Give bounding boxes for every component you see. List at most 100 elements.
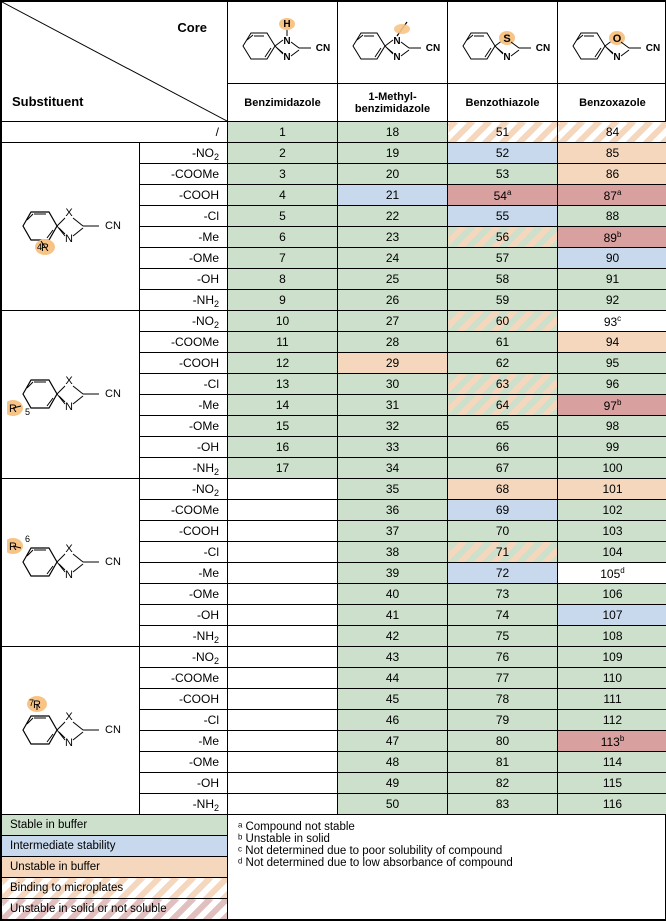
value-cell: 114 <box>558 752 666 773</box>
value-cell: 105d <box>558 563 666 584</box>
legend-swatch: Stable in buffer <box>2 815 228 836</box>
substituent-label: -Cl <box>140 206 228 227</box>
value-cell: 63 <box>448 374 558 395</box>
svg-text:S: S <box>503 33 510 45</box>
value-cell: 100 <box>558 458 666 479</box>
value-cell: 82 <box>448 773 558 794</box>
substituent-label: -COOMe <box>140 164 228 185</box>
value-cell: 107 <box>558 605 666 626</box>
value-cell: 49 <box>338 773 448 794</box>
value-cell: 115 <box>558 773 666 794</box>
substituent-label: -NH2 <box>140 626 228 647</box>
value-cell: 116 <box>558 794 666 815</box>
table-row: X N CN 5 R -NO210276093c <box>2 311 666 332</box>
substituent-label: -OMe <box>140 584 228 605</box>
substituent-label: -COOMe <box>140 500 228 521</box>
core-label-2: Benzothiazole <box>448 84 558 122</box>
value-cell: 9 <box>228 290 338 311</box>
sar-table: Core Substituent H N N CN <box>0 0 666 921</box>
value-cell: 113b <box>558 731 666 752</box>
value-cell: 71 <box>448 542 558 563</box>
value-cell: 5 <box>228 206 338 227</box>
value-cell: 76 <box>448 647 558 668</box>
value-cell: 75 <box>448 626 558 647</box>
value-cell: 22 <box>338 206 448 227</box>
value-cell: 88 <box>558 206 666 227</box>
structure-diagram-4 <box>2 122 140 143</box>
value-cell: 58 <box>448 269 558 290</box>
value-cell: 89b <box>558 227 666 248</box>
svg-text:R: R <box>9 403 17 415</box>
value-cell: 59 <box>448 290 558 311</box>
value-cell: 8 <box>228 269 338 290</box>
core-struct-0: H N N CN <box>228 2 338 84</box>
value-cell: 65 <box>448 416 558 437</box>
substituent-label: -NO2 <box>140 479 228 500</box>
header-core-label: Core <box>177 20 207 35</box>
value-cell: 12 <box>228 353 338 374</box>
svg-text:X: X <box>65 207 73 219</box>
svg-text:N: N <box>503 52 510 63</box>
svg-text:N: N <box>283 36 290 47</box>
value-cell: 32 <box>338 416 448 437</box>
value-cell: 97b <box>558 395 666 416</box>
value-cell: 37 <box>338 521 448 542</box>
value-cell: 42 <box>338 626 448 647</box>
value-cell: 27 <box>338 311 448 332</box>
value-cell: 30 <box>338 374 448 395</box>
value-cell: 54a <box>448 185 558 206</box>
value-cell: 24 <box>338 248 448 269</box>
value-cell: 85 <box>558 143 666 164</box>
value-cell: 1 <box>228 122 338 143</box>
value-cell: 41 <box>338 605 448 626</box>
value-cell: 111 <box>558 689 666 710</box>
value-cell: 35 <box>338 479 448 500</box>
legend-swatch: Unstable in buffer <box>2 857 228 878</box>
substituent-label: -OMe <box>140 752 228 773</box>
substituent-label: -COOH <box>140 353 228 374</box>
value-cell <box>228 542 338 563</box>
svg-text:X: X <box>65 711 73 723</box>
value-cell: 11 <box>228 332 338 353</box>
value-cell: 78 <box>448 689 558 710</box>
svg-text:CN: CN <box>105 556 121 568</box>
substituent-label: -OMe <box>140 416 228 437</box>
value-cell: 73 <box>448 584 558 605</box>
svg-text:CN: CN <box>315 43 329 54</box>
svg-text:O: O <box>612 33 621 45</box>
legend-swatch: Intermediate stability <box>2 836 228 857</box>
value-cell: 26 <box>338 290 448 311</box>
svg-text:N: N <box>65 401 73 413</box>
value-cell: 56 <box>448 227 558 248</box>
value-cell: 64 <box>448 395 558 416</box>
svg-text:N: N <box>65 233 73 245</box>
value-cell: 110 <box>558 668 666 689</box>
value-cell: 109 <box>558 647 666 668</box>
value-cell: 31 <box>338 395 448 416</box>
value-cell: 103 <box>558 521 666 542</box>
substituent-label: -COOMe <box>140 668 228 689</box>
substituent-label: -Me <box>140 227 228 248</box>
value-cell: 47 <box>338 731 448 752</box>
header-diagonal: Core Substituent <box>2 2 228 122</box>
value-cell: 25 <box>338 269 448 290</box>
substituent-label: -Cl <box>140 542 228 563</box>
value-cell <box>228 626 338 647</box>
value-cell <box>228 647 338 668</box>
svg-text:R: R <box>9 541 17 553</box>
value-cell <box>228 752 338 773</box>
value-cell: 55 <box>448 206 558 227</box>
value-cell: 87a <box>558 185 666 206</box>
value-cell: 43 <box>338 647 448 668</box>
value-cell: 46 <box>338 710 448 731</box>
value-cell: 33 <box>338 437 448 458</box>
value-cell: 98 <box>558 416 666 437</box>
substituent-label: -NH2 <box>140 458 228 479</box>
value-cell: 20 <box>338 164 448 185</box>
value-cell: 15 <box>228 416 338 437</box>
value-cell <box>228 668 338 689</box>
value-cell: 81 <box>448 752 558 773</box>
value-cell: 53 <box>448 164 558 185</box>
footnotes: ᵃ Compound not stableᵇ Unstable in solid… <box>228 815 666 920</box>
value-cell: 51 <box>448 122 558 143</box>
